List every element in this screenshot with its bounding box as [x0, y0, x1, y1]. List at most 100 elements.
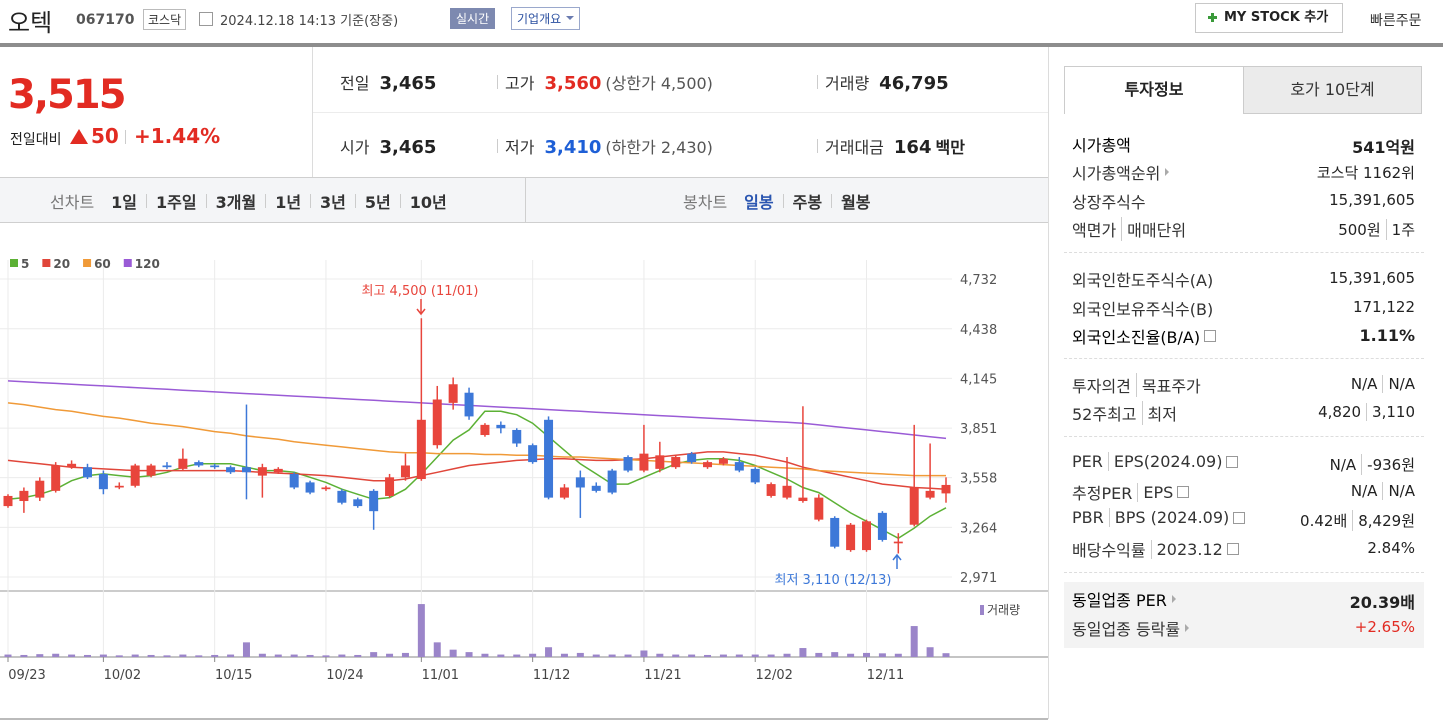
divider [310, 194, 312, 208]
realtime-button[interactable]: 실시간 [450, 8, 496, 29]
info-label: 시가총액 [1072, 132, 1131, 156]
candle-body [528, 445, 538, 463]
volume-bar [815, 652, 823, 657]
summary-value: 3,410 [544, 137, 602, 158]
divider [313, 112, 1048, 113]
period-option[interactable]: 1주일 [156, 193, 197, 212]
volume-bar [227, 654, 235, 657]
period-option[interactable]: 5년 [364, 193, 391, 212]
candle-body [846, 524, 856, 551]
info-value: +2.65% [1200, 618, 1415, 636]
summary-label: 거래대금 [825, 138, 884, 157]
candle-body [862, 521, 872, 551]
period-option[interactable]: 3개월 [215, 193, 257, 212]
candle-body [35, 480, 45, 498]
info-value: N/A -936원 [1200, 454, 1415, 475]
quick-order-link[interactable]: 빠른주문 [1370, 13, 1422, 29]
info-value: 15,391,605 [1200, 191, 1415, 209]
summary-value: 46,795 [879, 73, 949, 94]
info-value: 171,122 [1200, 298, 1415, 316]
volume-bar [99, 654, 107, 657]
candle-body [82, 467, 92, 478]
candle-body [718, 458, 728, 464]
volume-bar [910, 626, 918, 657]
candle-body [194, 462, 204, 466]
y-tick-label: 4,732 [960, 273, 997, 288]
y-tick-label: 4,438 [960, 323, 997, 338]
summary-label: 시가 [340, 138, 370, 157]
line-chart-tabs: 선차트 1일 1주일 3개월 1년 3년 5년 10년 [50, 189, 447, 213]
period-option[interactable]: 3년 [320, 193, 346, 212]
info-value: 1.11% [1200, 326, 1415, 345]
label-part: 상장주식수 [1072, 193, 1146, 212]
x-tick-label: 09/23 [8, 668, 45, 683]
my-stock-button[interactable]: MY STOCK 추가 [1195, 3, 1343, 33]
label-part: 매매단위 [1121, 217, 1186, 241]
label-part: 시가총액순위 [1072, 164, 1161, 183]
volume-bar [274, 654, 282, 657]
x-tick-label: 11/01 [422, 668, 459, 683]
tab[interactable]: 호가 10단계 [1243, 66, 1422, 114]
info-label: 외국인소진율(B/A) [1072, 324, 1217, 348]
help-icon [1204, 330, 1217, 342]
divider [0, 718, 1048, 720]
summary-item: 저가 3,410 (하한가 2,430) [505, 134, 713, 158]
candle-body [114, 485, 124, 488]
summary-value: 3,465 [379, 73, 437, 94]
value-part: N/A [1382, 375, 1415, 393]
label-part: 2023.12 [1150, 539, 1223, 559]
company-info-dropdown[interactable]: 기업개요 [511, 7, 581, 30]
divider [312, 47, 313, 177]
volume-bar [592, 654, 600, 657]
candle-body [782, 485, 792, 498]
value-part: 0.42배 [1300, 512, 1348, 530]
divider [497, 139, 498, 153]
summary-item: 거래량 46,795 [825, 70, 949, 94]
x-tick-label: 10/15 [215, 668, 252, 683]
period-option[interactable]: 10년 [409, 193, 447, 212]
volume-bar [640, 650, 648, 657]
moving-average-line [7, 451, 947, 490]
label-part: 목표주가 [1135, 373, 1201, 397]
divider [831, 194, 833, 208]
summary-item: 거래대금 164 백만 [825, 134, 965, 158]
info-value: 500원 1주 [1200, 219, 1415, 240]
candle-body [496, 424, 506, 429]
value-part: 4,820 [1318, 403, 1362, 421]
candle-body [909, 487, 919, 525]
x-tick-label: 11/21 [644, 668, 681, 683]
info-value: 4,820 3,110 [1200, 403, 1415, 421]
volume-bar [751, 654, 759, 657]
period-option[interactable]: 일봉 [744, 193, 774, 212]
period-option[interactable]: 주봉 [792, 193, 823, 212]
tab[interactable]: 투자정보 [1064, 66, 1244, 114]
period-option[interactable]: 1일 [111, 193, 138, 212]
info-label: 동일업종 등락률 [1072, 616, 1190, 640]
volume-bar [354, 654, 362, 657]
candle-body [241, 467, 251, 473]
volume-bar [719, 654, 727, 657]
x-tick-label: 10/24 [326, 668, 363, 683]
value-part: -936원 [1361, 454, 1415, 475]
value-part: 15,391,605 [1329, 191, 1415, 209]
candle-body [369, 490, 379, 512]
candle-body [814, 497, 824, 520]
label-part: 추정PER [1072, 484, 1133, 503]
annotation: 최저 3,110 (12/13) [774, 573, 891, 588]
label-part: 동일업종 등락률 [1072, 620, 1181, 639]
label-part: 외국인한도주식수(A) [1072, 271, 1214, 290]
volume-bar [211, 654, 219, 657]
separator [125, 130, 126, 144]
candle-body [19, 490, 29, 502]
period-option[interactable]: 1년 [275, 193, 302, 212]
section-divider [1064, 572, 1424, 573]
candle-body [623, 457, 633, 471]
candle-body [51, 465, 61, 491]
candle-body [766, 484, 776, 496]
volume-bar [179, 654, 187, 657]
info-value: 2.84% [1200, 539, 1415, 557]
value-part: 500원 [1338, 221, 1381, 239]
label-part: EPS(2024.09) [1107, 452, 1222, 471]
period-option[interactable]: 월봉 [841, 193, 871, 212]
volume-bar [306, 654, 314, 657]
